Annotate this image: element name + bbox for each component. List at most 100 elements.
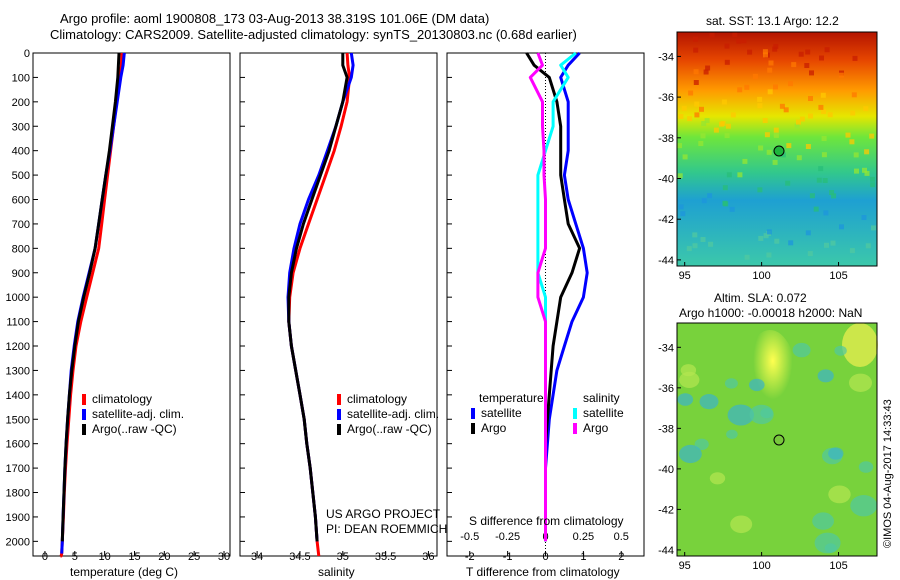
sst-lon-tick-label: 95 — [679, 270, 691, 282]
depth-tick-label: 600 — [12, 195, 30, 207]
sst-pixel — [804, 63, 810, 68]
depth-tick-label: 1300 — [6, 365, 30, 377]
sla-blob — [724, 378, 738, 389]
sst-pixel — [786, 143, 792, 149]
credit-line-1: US ARGO PROJECT — [326, 507, 441, 521]
sst-pixel — [824, 47, 830, 53]
legend-item-argo: Argo(..raw -QC) — [337, 422, 439, 437]
sst-pixel — [864, 170, 870, 176]
depth-tick-label: 700 — [12, 219, 30, 231]
sst-pixel — [677, 143, 682, 149]
sst-pixel — [821, 109, 827, 114]
x-tick-label: 2 — [618, 551, 624, 563]
sst-pixel — [758, 235, 764, 241]
sst-pixel — [687, 116, 693, 122]
sst-pixel — [807, 251, 813, 257]
legend-item-argo: Argo(..raw -QC) — [82, 422, 184, 437]
depth-tick-label: 2000 — [6, 536, 30, 548]
sst-pixel — [724, 43, 730, 49]
legend-label: Argo — [481, 421, 507, 435]
sst-pixel — [779, 103, 785, 109]
legend-label: Argo(..raw -QC) — [347, 422, 432, 436]
sst-lon-tick-label: 105 — [829, 270, 847, 282]
x-tick-label: -2 — [465, 551, 475, 563]
sst-pixel — [824, 242, 829, 248]
legend-swatch-black — [337, 424, 341, 435]
sst-pixel — [863, 106, 869, 112]
sst-pixel — [722, 185, 728, 191]
sst-lat-tick-label: -42 — [658, 214, 674, 226]
series-line-climatology — [287, 52, 352, 557]
sst-pixel — [830, 240, 836, 246]
depth-tick-label: 200 — [12, 97, 30, 109]
sla-lat-tick-label: -40 — [658, 464, 674, 476]
x-tick-label: 30 — [218, 551, 230, 563]
diff-legend-temperature-header: temperature — [479, 391, 544, 405]
sst-pixel — [827, 112, 833, 118]
sst-pixel — [742, 158, 748, 164]
sst-pixel — [700, 133, 706, 139]
sst-pixel — [808, 96, 813, 101]
sla-blob — [792, 342, 811, 358]
sst-pixel — [818, 104, 824, 110]
sst-pixel — [693, 47, 699, 53]
sla-blob — [699, 394, 719, 410]
title-line-2: Climatology: CARS2009. Satellite-adjuste… — [50, 27, 577, 42]
depth-tick-label: 0 — [24, 48, 30, 60]
x-tick-label: 5 — [72, 551, 78, 563]
legend-label: climatology — [347, 392, 408, 406]
legend-label: satellite — [583, 406, 624, 420]
sst-pixel — [762, 118, 768, 123]
t-difference-xlabel: T difference from climatology — [466, 565, 620, 579]
sst-lon-tick-label: 100 — [752, 270, 770, 282]
legend-swatch-black — [471, 423, 475, 434]
x-tick-label: 34.5 — [289, 551, 310, 563]
sla-high-blob — [842, 323, 878, 367]
s-difference-xlabel: S difference from climatology — [469, 514, 624, 528]
sst-pixel — [744, 254, 750, 260]
sst-pixel — [791, 62, 797, 68]
sst-pixel — [805, 230, 811, 236]
x-tick-label: 35.5 — [375, 551, 396, 563]
sst-pixel — [768, 60, 774, 66]
sst-pixel — [709, 32, 715, 38]
sst-pixel — [722, 200, 728, 206]
sla-blob — [694, 438, 709, 450]
sst-pixel — [726, 172, 732, 178]
sst-pixel — [766, 229, 772, 235]
depth-tick-label: 500 — [12, 170, 30, 182]
legend-swatch-blue — [82, 409, 86, 420]
sst-pixel — [849, 248, 855, 254]
sst-pixel — [737, 172, 743, 178]
sst-pixel — [773, 127, 779, 133]
depth-tick-label: 1700 — [6, 463, 30, 475]
sst-pixel — [766, 149, 772, 155]
sst-pixel — [757, 187, 763, 193]
depth-tick-label: 1900 — [6, 512, 30, 524]
sst-pixel — [805, 144, 811, 149]
sst-pixel — [744, 84, 750, 90]
sla-blob — [727, 404, 754, 426]
legend-item-climatology: climatology — [82, 392, 184, 407]
depth-tick-label: 1800 — [6, 488, 30, 500]
x-tick-label: 20 — [158, 551, 170, 563]
sla-blob — [679, 444, 702, 464]
sst-pixel — [767, 89, 773, 95]
depth-tick-label: 1500 — [6, 414, 30, 426]
sla-map-frame — [676, 322, 878, 557]
x-tick-label: 0 — [42, 551, 48, 563]
sla-lat-tick-label: -42 — [658, 504, 674, 516]
sst-pixel — [805, 49, 811, 55]
sst-map-title: sat. SST: 13.1 Argo: 12.2 — [706, 14, 839, 28]
sst-pixel — [849, 139, 855, 145]
series-line-argo-raw-qc- — [287, 53, 349, 542]
sst-lat-tick-label: -36 — [658, 92, 674, 104]
legend-swatch-blue — [337, 409, 341, 420]
sst-pixel — [693, 80, 699, 85]
legend-label: satellite-adj. clim. — [347, 407, 440, 421]
temperature-legend: climatology satellite-adj. clim. Argo(..… — [82, 392, 184, 437]
sst-map-frame — [676, 31, 878, 267]
sst-pixel — [799, 116, 805, 122]
temperature-panel: 0100200300400500600700800900100011001200… — [6, 48, 231, 563]
